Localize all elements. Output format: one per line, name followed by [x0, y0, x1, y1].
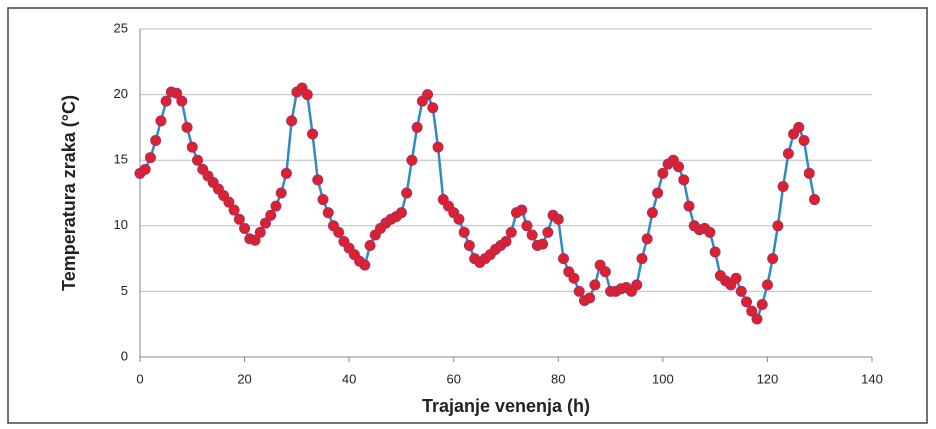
data-point — [558, 253, 570, 265]
data-point — [259, 217, 271, 229]
x-tick-label: 0 — [136, 371, 143, 386]
data-point — [333, 226, 345, 238]
data-point — [270, 200, 282, 212]
data-point — [808, 194, 820, 206]
data-point — [537, 238, 549, 250]
data-point — [767, 253, 779, 265]
data-point — [192, 154, 204, 166]
x-tick-label: 120 — [757, 371, 779, 386]
x-tick-label: 60 — [446, 371, 460, 386]
data-point — [636, 253, 648, 265]
data-point — [683, 200, 695, 212]
y-tick-label: 10 — [114, 217, 128, 232]
data-point — [704, 226, 716, 238]
data-point — [646, 207, 658, 219]
data-point — [657, 167, 669, 179]
data-point — [751, 313, 763, 325]
data-point — [186, 141, 198, 153]
data-point — [286, 115, 298, 127]
data-point — [406, 154, 418, 166]
x-tick-label: 100 — [652, 371, 674, 386]
data-point — [761, 279, 773, 291]
data-point — [505, 226, 517, 238]
data-point — [631, 279, 643, 291]
data-point — [427, 102, 439, 114]
y-axis-label: Temperatura zraka (°C) — [59, 95, 79, 291]
data-point — [709, 246, 721, 258]
data-point — [171, 87, 183, 99]
data-point — [411, 121, 423, 133]
data-point — [139, 163, 151, 175]
y-tick-label: 15 — [114, 152, 128, 167]
data-point — [176, 95, 188, 107]
data-point — [364, 239, 376, 251]
data-point — [249, 234, 261, 246]
data-point — [516, 204, 528, 216]
data-point — [500, 236, 512, 248]
data-point — [782, 148, 794, 160]
data-point — [599, 266, 611, 278]
data-point — [395, 207, 407, 219]
data-point — [160, 95, 172, 107]
x-tick-label: 20 — [237, 371, 251, 386]
y-tick-label: 20 — [114, 86, 128, 101]
data-point — [772, 220, 784, 232]
data-point — [280, 167, 292, 179]
data-point — [432, 141, 444, 153]
data-point — [155, 115, 167, 127]
data-point — [756, 299, 768, 311]
data-point — [239, 222, 251, 234]
data-point — [254, 226, 266, 238]
data-point — [401, 187, 413, 199]
data-point — [641, 233, 653, 245]
data-point — [746, 305, 758, 317]
data-point — [301, 89, 313, 101]
data-point — [678, 174, 690, 186]
data-point — [228, 204, 240, 216]
data-point — [798, 135, 810, 147]
data-point — [359, 259, 371, 271]
data-point — [652, 187, 664, 199]
y-tick-label: 5 — [121, 283, 128, 298]
data-point — [275, 187, 287, 199]
data-point — [150, 135, 162, 147]
data-point — [458, 226, 470, 238]
data-point — [463, 239, 475, 251]
data-point — [317, 194, 329, 206]
data-point — [584, 292, 596, 304]
data-point — [307, 128, 319, 140]
data-point — [568, 272, 580, 284]
data-point — [589, 279, 601, 291]
data-point — [453, 213, 465, 225]
data-point — [735, 285, 747, 297]
x-tick-label: 140 — [861, 371, 883, 386]
data-point — [741, 296, 753, 308]
data-point — [422, 89, 434, 101]
data-point — [552, 213, 564, 225]
x-axis-label: Trajanje venenja (h) — [422, 396, 590, 416]
data-point — [144, 152, 156, 164]
data-point — [673, 161, 685, 173]
data-point — [265, 209, 277, 221]
data-point — [223, 196, 235, 208]
data-point — [521, 220, 533, 232]
data-point — [777, 180, 789, 192]
data-point — [233, 213, 245, 225]
data-point — [730, 272, 742, 284]
data-point — [542, 226, 554, 238]
y-tick-label: 0 — [121, 348, 128, 363]
data-point — [573, 285, 585, 297]
data-point — [181, 121, 193, 133]
data-point — [793, 121, 805, 133]
data-point — [803, 167, 815, 179]
data-point — [526, 229, 538, 241]
frame — [7, 7, 928, 424]
data-point — [322, 207, 334, 219]
x-tick-label: 40 — [342, 371, 356, 386]
x-tick-label: 80 — [551, 371, 565, 386]
y-tick-label: 25 — [114, 20, 128, 35]
data-point — [312, 174, 324, 186]
